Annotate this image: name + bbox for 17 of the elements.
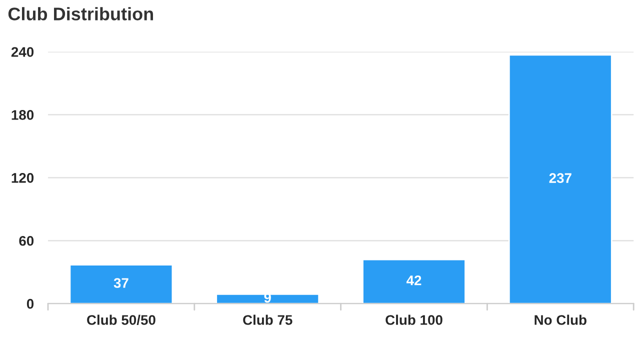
bar: [216, 293, 320, 304]
x-tick-label: Club 100: [386, 314, 442, 325]
data-label: 37: [114, 278, 128, 288]
chart-title: Club Distribution: [8, 7, 153, 20]
bar: [69, 264, 174, 304]
x-tick-label: Club 75: [243, 314, 292, 325]
data-label: 237: [549, 173, 572, 183]
y-tick-label: 240: [11, 47, 34, 57]
y-tick-label: 60: [19, 236, 34, 246]
bar: [362, 258, 466, 304]
y-tick-label: 180: [12, 110, 34, 120]
x-tick-label: No Club: [534, 314, 586, 325]
bar: [508, 54, 612, 304]
data-label: 42: [406, 275, 422, 286]
y-tick-label: 120: [12, 173, 34, 183]
x-tick-label: Club 50/50: [87, 314, 156, 326]
y-tick-label: 0: [26, 298, 34, 309]
